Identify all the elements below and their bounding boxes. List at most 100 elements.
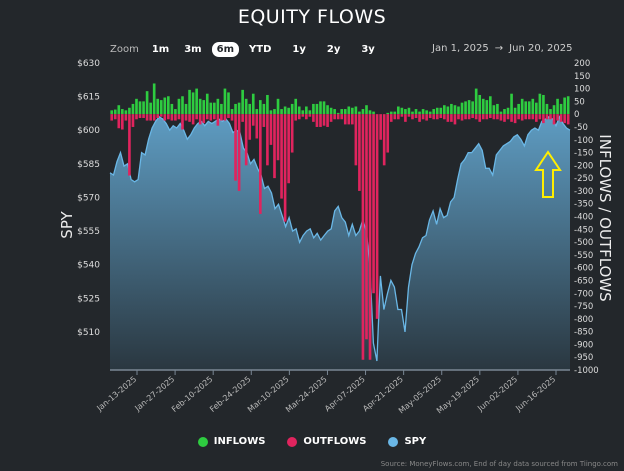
outflow-bar bbox=[336, 114, 340, 120]
outflow-bar bbox=[145, 114, 149, 121]
inflow-bar bbox=[167, 96, 170, 115]
inflow-bar bbox=[223, 88, 227, 115]
date-range: Jan 1, 2025 → Jun 20, 2025 bbox=[432, 43, 573, 54]
inflow-bar bbox=[464, 101, 467, 115]
inflow-bar bbox=[333, 109, 336, 115]
inflow-bar bbox=[188, 89, 191, 115]
legend-spy[interactable]: SPY bbox=[388, 436, 426, 447]
outflow-bar bbox=[333, 114, 336, 120]
outflow-bar bbox=[227, 114, 230, 119]
outflow-bar bbox=[397, 114, 400, 120]
zoom-1y-button[interactable]: 1y bbox=[292, 44, 306, 55]
y-right-tick: 100 bbox=[574, 85, 590, 95]
zoom-2y-button[interactable]: 2y bbox=[326, 44, 341, 55]
inflow-bar bbox=[205, 93, 209, 115]
outflow-bar bbox=[527, 114, 531, 120]
outflow-bar bbox=[216, 114, 220, 126]
y-right-tick: -500 bbox=[574, 238, 593, 248]
outflow-bar bbox=[492, 114, 496, 120]
inflow-bar bbox=[244, 98, 248, 115]
outflow-bar bbox=[156, 114, 160, 119]
inflow-bar bbox=[453, 105, 457, 115]
arrow-up-icon bbox=[534, 150, 562, 198]
y-right-tick: -800 bbox=[574, 315, 593, 325]
x-tick-label: Jan-13-2025 bbox=[94, 375, 138, 414]
inflow-bar bbox=[527, 101, 531, 115]
inflow-bar bbox=[418, 111, 421, 115]
zoom-6m-button[interactable]: 6m bbox=[211, 42, 239, 57]
y-left-tick: $630 bbox=[77, 59, 100, 69]
outflow-bar bbox=[506, 114, 510, 120]
date-from-input[interactable]: Jan 1, 2025 bbox=[432, 43, 489, 54]
inflow-bar bbox=[220, 103, 223, 115]
y-left-tick: $585 bbox=[77, 160, 100, 170]
inflow-bar bbox=[251, 93, 255, 115]
y-right-tick: -200 bbox=[574, 161, 593, 171]
outflow-bar bbox=[290, 114, 294, 153]
inflow-bar bbox=[545, 103, 549, 115]
y-right-tick: -350 bbox=[574, 200, 593, 210]
outflow-bar bbox=[308, 114, 312, 117]
inflow-bar bbox=[566, 96, 570, 115]
inflow-bar bbox=[397, 106, 400, 115]
legend-outflows[interactable]: OUTFLOWS bbox=[287, 436, 366, 447]
outflow-bar bbox=[549, 114, 552, 120]
date-to-input[interactable]: Jun 20, 2025 bbox=[509, 43, 573, 54]
outflow-bar bbox=[259, 114, 262, 214]
y-left-tick: $510 bbox=[77, 328, 100, 338]
inflow-bar bbox=[404, 109, 407, 115]
outflow-bar bbox=[117, 114, 121, 129]
outflow-bar bbox=[347, 114, 351, 125]
outflow-bar bbox=[510, 114, 513, 122]
outflow-bar bbox=[524, 114, 528, 120]
outflow-bar bbox=[297, 114, 301, 120]
outflow-bar bbox=[209, 114, 213, 121]
inflow-bar bbox=[411, 111, 414, 115]
inflow-bar bbox=[259, 100, 262, 115]
legend-inflows[interactable]: INFLOWS bbox=[197, 436, 265, 447]
zoom-ytd-button[interactable]: YTD bbox=[249, 44, 272, 55]
outflow-bar bbox=[382, 114, 386, 166]
outflow-bar bbox=[496, 114, 499, 120]
zoom-3y-button[interactable]: 3y bbox=[361, 44, 375, 55]
outflow-bar bbox=[453, 114, 457, 125]
inflow-bar bbox=[450, 103, 453, 115]
outflow-bar bbox=[121, 114, 124, 130]
outflow-bar bbox=[379, 114, 382, 140]
inflow-bar bbox=[552, 105, 556, 115]
outflow-bar bbox=[241, 114, 244, 122]
outflow-bar bbox=[170, 114, 174, 121]
outflow-bar bbox=[418, 114, 421, 122]
inflow-bar bbox=[439, 107, 443, 115]
outflow-bar bbox=[563, 114, 566, 124]
inflow-bar bbox=[368, 110, 372, 115]
outflow-bar bbox=[329, 114, 333, 122]
outflow-bar bbox=[198, 114, 202, 125]
outflow-bar bbox=[358, 114, 361, 191]
x-tick-label: Jun-02-2025 bbox=[475, 375, 519, 414]
y-right-title: INFLOWS / OUTFLOWS bbox=[596, 134, 614, 301]
outflow-bar bbox=[195, 114, 198, 120]
outflow-bar bbox=[184, 114, 188, 121]
inflow-bar bbox=[227, 92, 230, 115]
zoom-1m-button[interactable]: 1m bbox=[151, 44, 170, 55]
y-right-tick: 150 bbox=[574, 72, 590, 82]
y-right-tick: -100 bbox=[574, 136, 593, 146]
outflow-bar bbox=[177, 114, 181, 120]
y-left-tick: $570 bbox=[77, 193, 100, 203]
outflow-bar bbox=[163, 114, 167, 121]
inflow-bar bbox=[393, 111, 397, 115]
outflow-bar bbox=[312, 114, 315, 122]
inflow-bar bbox=[276, 98, 280, 115]
outflow-bar bbox=[450, 114, 453, 122]
outflow-bar bbox=[319, 114, 322, 127]
outflow-bar bbox=[428, 114, 432, 119]
outflow-bar bbox=[400, 114, 404, 117]
zoom-3m-button[interactable]: 3m bbox=[184, 44, 202, 55]
legend: INFLOWS OUTFLOWS SPY bbox=[0, 436, 624, 447]
inflow-bar bbox=[351, 107, 354, 115]
y-left-tick: $540 bbox=[77, 261, 100, 271]
inflow-bar bbox=[386, 112, 390, 115]
outflow-bar bbox=[351, 114, 354, 125]
outflow-bar bbox=[276, 114, 280, 161]
